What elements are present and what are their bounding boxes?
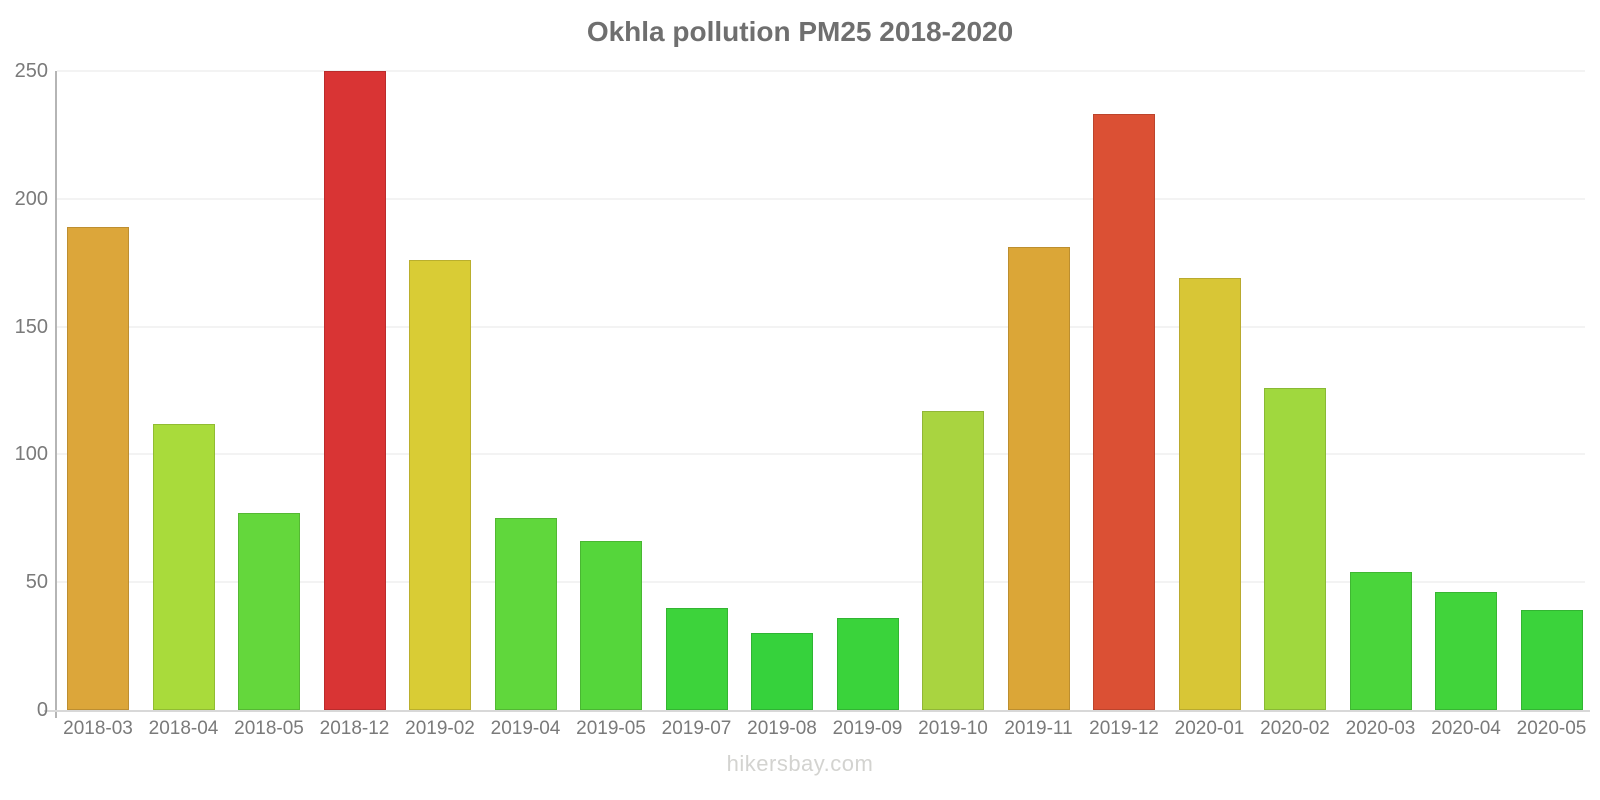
x-tick-label-2020-03: 2020-03: [1345, 718, 1416, 739]
bar-2020-05[interactable]: [1520, 610, 1583, 710]
gridline-100: [57, 453, 1585, 456]
y-tick-label-100: 100: [14, 443, 48, 466]
x-tick-label-2020-01: 2020-01: [1174, 718, 1245, 739]
bar-2020-02[interactable]: [1264, 387, 1326, 710]
x-tick-label-2019-08: 2019-08: [747, 718, 817, 739]
gridline-250: [57, 70, 1585, 72]
bar-2018-03[interactable]: [67, 226, 129, 710]
y-tick-label-50: 50: [25, 571, 48, 594]
x-tick-label-2019-05: 2019-05: [576, 718, 646, 739]
bar-2019-09[interactable]: [836, 617, 899, 710]
bar-2019-08[interactable]: [751, 633, 813, 710]
bar-2019-07[interactable]: [665, 607, 728, 710]
x-tick-label-2019-07: 2019-07: [661, 718, 732, 739]
gridline-50: [57, 581, 1585, 584]
x-tick-label-2018-04: 2018-04: [148, 718, 219, 739]
bar-2019-02[interactable]: [409, 260, 471, 710]
gridline-200: [57, 197, 1585, 200]
x-tick-label-2020-05: 2020-05: [1516, 718, 1587, 739]
y-axis-line: [55, 71, 57, 718]
footer-watermark-link[interactable]: hikersbay.com: [726, 751, 874, 776]
x-axis-line: [44, 710, 1590, 712]
x-tick-label-2019-09: 2019-09: [832, 718, 903, 739]
bar-2020-03[interactable]: [1349, 571, 1412, 710]
chart-title: Okhla pollution PM25 2018-2020: [586, 16, 1014, 47]
gridline-150: [57, 325, 1585, 328]
x-tick-label-2020-02: 2020-02: [1260, 718, 1330, 739]
x-tick-label-2018-12: 2018-12: [319, 718, 390, 739]
y-tick-label-150: 150: [14, 315, 48, 338]
bar-2020-04[interactable]: [1435, 592, 1497, 710]
bar-2019-11[interactable]: [1007, 247, 1070, 710]
y-tick-label-0: 0: [36, 699, 48, 721]
x-tick-label-2019-12: 2019-12: [1089, 718, 1159, 739]
y-tick-label-200: 200: [14, 187, 48, 210]
x-tick-label-2019-02: 2019-02: [405, 718, 475, 739]
bar-2018-05[interactable]: [238, 513, 300, 710]
x-tick-label-2018-05: 2018-05: [234, 718, 304, 739]
x-tick-label-2020-04: 2020-04: [1431, 718, 1501, 739]
bar-2018-04[interactable]: [152, 423, 215, 710]
bar-2019-10[interactable]: [922, 410, 984, 710]
bar-2019-05[interactable]: [580, 541, 642, 710]
y-tick-label-250: 250: [14, 60, 48, 82]
x-tick-label-2019-04: 2019-04: [490, 718, 561, 739]
bar-2020-01[interactable]: [1178, 278, 1241, 710]
bar-2019-04[interactable]: [494, 518, 557, 710]
bar-2018-12[interactable]: [323, 71, 386, 710]
bar-2019-12[interactable]: [1093, 114, 1155, 710]
x-tick-label-2019-10: 2019-10: [918, 718, 988, 739]
x-tick-label-2019-11: 2019-11: [1004, 718, 1073, 739]
x-tick-label-2018-03: 2018-03: [63, 718, 133, 739]
